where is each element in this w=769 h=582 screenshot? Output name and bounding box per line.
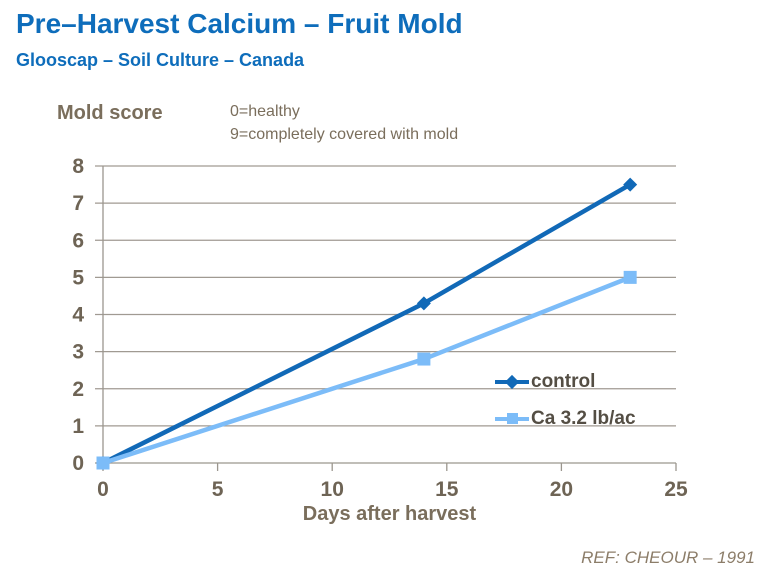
data-point-diamond [416,296,431,311]
chart-legend: control Ca 3.2 lb/ac [495,363,636,437]
legend-label: Ca 3.2 lb/ac [531,407,636,429]
y-tick-label: 1 [72,415,84,438]
data-point-diamond [623,177,638,192]
scale-annotation: 0=healthy 9=completely covered with mold [230,100,458,146]
x-tick-label: 20 [550,478,573,501]
data-point-square [417,352,431,366]
chart-subtitle: Glooscap – Soil Culture – Canada [16,50,305,70]
x-tick-label: 5 [212,478,224,501]
x-tick-label: 10 [321,478,344,501]
legend-marker-square-icon [495,412,531,426]
y-tick-label: 2 [72,378,84,401]
reference-note: REF: CHEOUR – 1991 [581,548,755,567]
legend-label: control [531,370,596,392]
y-tick-label: 7 [72,192,84,215]
y-tick-label: 3 [72,341,84,364]
y-axis-title: Mold score [57,102,163,124]
annotation-line-2: 9=completely covered with mold [230,126,459,143]
y-tick-label: 4 [72,304,84,327]
x-axis-title: Days after harvest [302,503,477,525]
legend-item-control: control [495,363,636,400]
x-tick-label: 15 [435,478,459,501]
y-tick-label: 6 [72,229,84,252]
annotation-line-1: 0=healthy [230,103,300,120]
data-point-square [623,270,637,284]
y-tick-label: 5 [72,266,84,289]
x-tick-label: 25 [664,478,688,501]
y-tick-label: 8 [72,155,84,178]
legend-item-ca: Ca 3.2 lb/ac [495,400,636,437]
legend-marker-diamond-icon [495,374,531,389]
x-tick-label: 0 [97,478,109,501]
y-tick-label: 0 [72,452,84,475]
data-point-square [96,456,110,470]
chart-title: Pre–Harvest Calcium – Fruit Mold [16,8,463,39]
